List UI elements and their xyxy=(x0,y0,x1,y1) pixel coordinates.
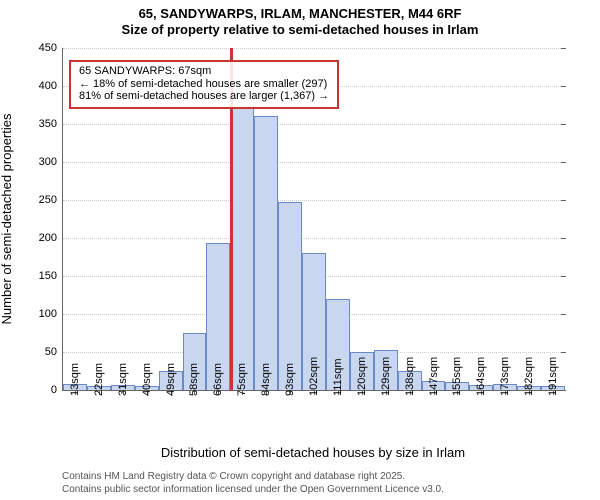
chart-title: 65, SANDYWARPS, IRLAM, MANCHESTER, M44 6… xyxy=(0,0,600,39)
x-tick-label: 155sqm xyxy=(451,353,463,396)
y-tick-mark xyxy=(561,200,566,201)
y-tick-label: 450 xyxy=(39,42,63,54)
chart-title-line1: 65, SANDYWARPS, IRLAM, MANCHESTER, M44 6… xyxy=(0,6,600,22)
histogram-bar xyxy=(230,107,254,390)
gridline xyxy=(63,124,565,125)
attribution-text: Contains HM Land Registry data © Crown c… xyxy=(62,471,444,496)
attribution-line2: Contains public sector information licen… xyxy=(62,484,444,497)
annotation-line3: 81% of semi-detached houses are larger (… xyxy=(79,90,329,103)
x-axis-label: Distribution of semi-detached houses by … xyxy=(161,445,465,460)
x-tick-label: 138sqm xyxy=(404,353,416,396)
y-tick-label: 150 xyxy=(39,270,63,282)
x-tick-label: 129sqm xyxy=(380,353,392,396)
x-tick-label: 93sqm xyxy=(284,359,296,396)
y-tick-mark xyxy=(561,238,566,239)
y-tick-mark xyxy=(561,390,566,391)
y-tick-label: 0 xyxy=(51,384,63,396)
x-tick-label: 84sqm xyxy=(260,359,272,396)
x-tick-label: 164sqm xyxy=(475,353,487,396)
x-tick-label: 173sqm xyxy=(499,353,511,396)
x-tick-label: 40sqm xyxy=(141,359,153,396)
x-tick-label: 13sqm xyxy=(69,359,81,396)
x-tick-label: 120sqm xyxy=(356,353,368,396)
chart-title-line2: Size of property relative to semi-detach… xyxy=(0,22,600,38)
y-axis-label: Number of semi-detached properties xyxy=(0,114,14,325)
x-tick-label: 75sqm xyxy=(236,359,248,396)
x-tick-label: 66sqm xyxy=(212,359,224,396)
annotation-line2: ← 18% of semi-detached houses are smalle… xyxy=(79,78,329,91)
y-tick-label: 50 xyxy=(45,346,63,358)
y-tick-label: 200 xyxy=(39,232,63,244)
plot-area: 05010015020025030035040045013sqm22sqm31s… xyxy=(62,48,565,391)
x-tick-label: 22sqm xyxy=(93,359,105,396)
property-annotation-box: 65 SANDYWARPS: 67sqm ← 18% of semi-detac… xyxy=(69,60,339,109)
x-tick-label: 102sqm xyxy=(308,353,320,396)
x-tick-label: 31sqm xyxy=(117,359,129,396)
gridline xyxy=(63,200,565,201)
x-tick-label: 58sqm xyxy=(188,359,200,396)
y-tick-label: 350 xyxy=(39,118,63,130)
y-tick-mark xyxy=(561,86,566,87)
y-tick-mark xyxy=(561,162,566,163)
y-tick-mark xyxy=(561,124,566,125)
y-tick-mark xyxy=(561,314,566,315)
y-tick-mark xyxy=(561,276,566,277)
y-tick-label: 250 xyxy=(39,194,63,206)
x-tick-label: 49sqm xyxy=(165,359,177,396)
x-tick-label: 111sqm xyxy=(332,354,344,396)
histogram-bar xyxy=(254,116,278,390)
x-tick-label: 182sqm xyxy=(523,353,535,396)
gridline xyxy=(63,162,565,163)
x-tick-label: 191sqm xyxy=(547,353,559,396)
attribution-line1: Contains HM Land Registry data © Crown c… xyxy=(62,471,444,484)
y-tick-label: 100 xyxy=(39,308,63,320)
annotation-line1: 65 SANDYWARPS: 67sqm xyxy=(79,65,329,78)
gridline xyxy=(63,238,565,239)
gridline xyxy=(63,48,565,49)
y-tick-mark xyxy=(561,352,566,353)
y-tick-label: 400 xyxy=(39,80,63,92)
x-tick-label: 147sqm xyxy=(428,353,440,396)
y-tick-label: 300 xyxy=(39,156,63,168)
y-tick-mark xyxy=(561,48,566,49)
